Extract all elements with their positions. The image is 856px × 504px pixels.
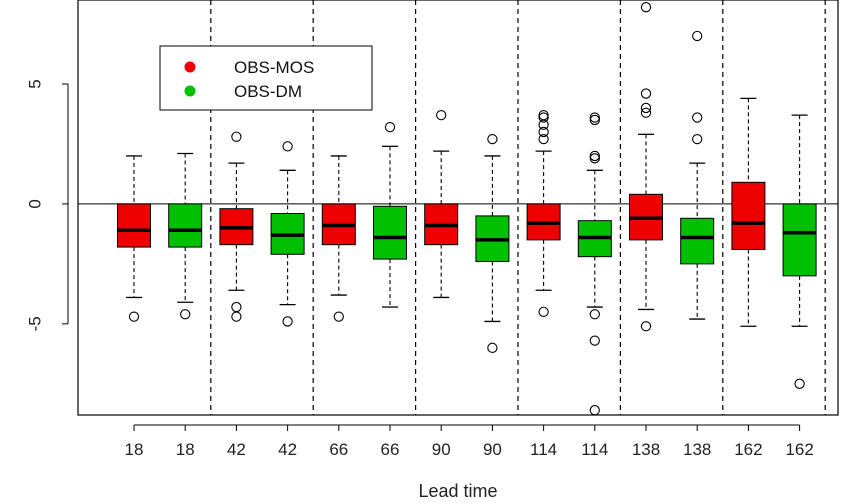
x-tick-label: 162	[734, 440, 762, 459]
outlier-point	[282, 141, 293, 152]
legend-label: OBS-MOS	[234, 58, 314, 77]
box-obs-mos-90	[424, 109, 459, 299]
outlier-point	[180, 309, 191, 320]
box-body	[731, 181, 766, 250]
box-body	[782, 203, 817, 277]
outlier-point	[692, 133, 703, 145]
outlier-point	[692, 30, 703, 42]
outlier-point	[282, 316, 293, 327]
box-body	[117, 203, 151, 248]
box-obs-dm-90	[475, 133, 510, 353]
x-tick-label: 18	[125, 440, 144, 459]
plot-frame	[77, 0, 839, 416]
outlier-point	[538, 306, 549, 317]
x-tick-label: 18	[176, 440, 195, 459]
outlier-point	[487, 133, 498, 145]
outlier-point	[640, 88, 652, 99]
legend-box	[159, 45, 373, 111]
outlier-point	[640, 107, 652, 118]
x-tick-label: 114	[530, 440, 557, 459]
box-body	[373, 205, 407, 260]
outlier-point	[538, 109, 549, 121]
y-tick-label: 5	[25, 79, 44, 88]
box-obs-mos-42	[219, 131, 254, 322]
outlier-point	[589, 114, 600, 126]
legend-swatch	[184, 61, 196, 73]
y-tick-label: 0	[25, 199, 44, 208]
outlier-point	[436, 109, 447, 121]
group-separators	[210, 0, 826, 415]
y-tick-label: -5	[25, 316, 44, 331]
x-tick-label: 138	[632, 440, 660, 459]
x-axis-title: Lead time	[418, 481, 497, 501]
outlier-point	[589, 309, 600, 320]
outlier-point	[640, 2, 652, 13]
box-body	[168, 203, 203, 248]
outlier-point	[128, 311, 140, 322]
box-obs-dm-66	[373, 121, 407, 308]
box-obs-mos-66	[321, 155, 356, 322]
outlier-point	[589, 150, 600, 162]
outlier-point	[640, 321, 652, 332]
outlier-point	[589, 112, 600, 123]
x-tick-label: 162	[785, 440, 813, 459]
x-tick-label: 42	[227, 440, 246, 459]
box-obs-mos-162	[731, 97, 766, 327]
outlier-point	[538, 112, 549, 123]
x-tick-label: 114	[581, 440, 608, 459]
outlier-point	[538, 126, 549, 138]
outlier-point	[231, 311, 242, 322]
outlier-point	[692, 112, 703, 123]
outlier-point	[384, 121, 396, 133]
outlier-point	[640, 102, 652, 114]
y-axis: -5 0 5	[25, 79, 69, 331]
box-obs-dm-42	[270, 141, 305, 327]
box-obs-dm-18	[168, 152, 203, 320]
x-tick-label: 42	[278, 440, 297, 459]
x-tick-label: 66	[329, 440, 348, 459]
x-axis: 18 18 42 42 66 66 90 90 114 114 138 138 162 162	[125, 424, 814, 459]
outlier-point	[794, 378, 805, 389]
box-obs-dm-138	[680, 30, 715, 320]
box-body	[680, 217, 715, 265]
box-obs-mos-114	[526, 109, 561, 317]
outlier-point	[333, 311, 344, 322]
box-obs-dm-114	[577, 112, 612, 416]
box-series	[117, 2, 817, 416]
box-obs-mos-138	[629, 2, 663, 332]
x-tick-label: 66	[381, 440, 400, 459]
outlier-point	[231, 131, 242, 142]
outlier-point	[538, 133, 549, 145]
outlier-point	[487, 342, 498, 353]
x-tick-label: 138	[683, 440, 711, 459]
legend: OBS-MOS OBS-DM	[159, 45, 373, 111]
legend-label: OBS-DM	[234, 82, 302, 101]
x-tick-label: 90	[483, 440, 502, 459]
box-obs-mos-18	[117, 155, 151, 322]
outlier-point	[589, 153, 600, 164]
box-obs-dm-162	[782, 114, 817, 389]
outlier-point	[589, 335, 600, 346]
legend-swatch	[184, 85, 196, 97]
x-tick-label: 90	[432, 440, 451, 459]
